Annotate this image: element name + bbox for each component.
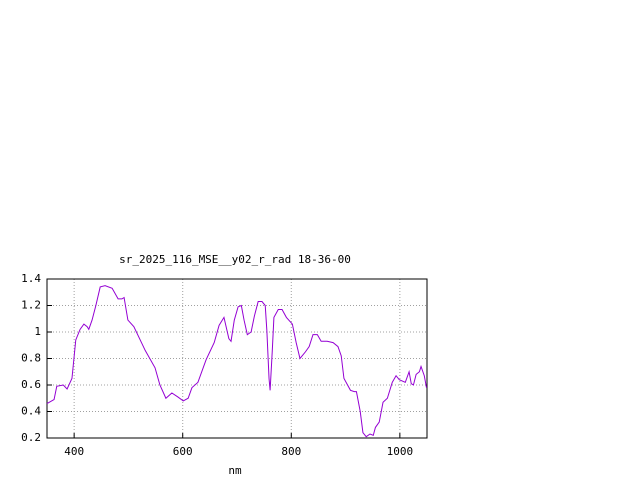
x-tick-label: 600: [173, 445, 193, 458]
y-tick-label: 1.2: [21, 299, 41, 312]
y-tick-label: 0.4: [21, 405, 41, 418]
y-tick-label: 1: [34, 325, 41, 338]
x-tick-label: 1000: [387, 445, 414, 458]
data-line: [46, 285, 427, 438]
x-axis-label: nm: [228, 464, 242, 477]
y-tick-label: 1.4: [21, 272, 41, 285]
x-tick-label: 400: [64, 445, 84, 458]
x-tick-label: 800: [281, 445, 301, 458]
chart-title: sr_2025_116_MSE__y02_r_rad 18-36-00: [119, 253, 351, 266]
y-tick-label: 0.6: [21, 378, 41, 391]
y-tick-label: 0.8: [21, 352, 41, 365]
y-tick-label: 0.2: [21, 431, 41, 444]
plot-frame: [46, 278, 428, 439]
